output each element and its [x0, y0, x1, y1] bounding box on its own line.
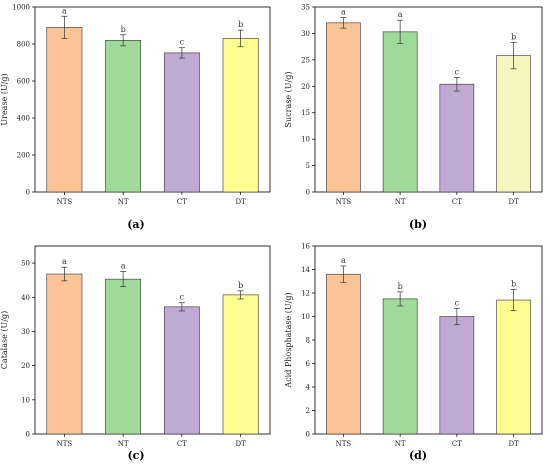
y-tick-label: 30: [301, 30, 310, 38]
y-tick-label: 10: [301, 136, 310, 144]
bar-nt: [382, 298, 418, 435]
panel-label-a: (a): [127, 218, 145, 231]
significance-label: a: [121, 262, 126, 271]
bar-dt: [496, 299, 531, 435]
significance-label: a: [398, 10, 403, 19]
significance-label: c: [455, 298, 460, 307]
y-tick-label: 12: [301, 290, 310, 298]
bar-dt: [222, 294, 259, 435]
significance-label: b: [511, 279, 516, 288]
significance-label: b: [238, 20, 243, 29]
panel-label-b: (b): [408, 218, 428, 231]
y-tick-label: 400: [17, 115, 30, 123]
x-tick-label: CT: [177, 198, 187, 206]
x-tick-label: NT: [395, 198, 406, 206]
y-tick-label: 8: [306, 337, 310, 345]
y-tick-label: 5: [306, 162, 310, 170]
x-tick-label: NTS: [336, 440, 352, 448]
y-axis-label: Acid Phosphatase (U/g): [284, 292, 293, 388]
y-tick-label: 20: [21, 362, 30, 370]
bar-nts: [46, 27, 83, 193]
x-tick-label: DT: [235, 440, 246, 448]
y-tick-label: 14: [301, 266, 310, 274]
y-tick-label: 15: [301, 109, 310, 117]
bar-ct: [163, 52, 200, 193]
x-tick-label: NT: [395, 440, 406, 448]
significance-label: a: [341, 8, 346, 17]
y-axis-label: Urease (U/g): [0, 73, 9, 125]
x-tick-label: DT: [508, 198, 519, 206]
bar-ct: [163, 306, 200, 435]
x-tick-label: CT: [452, 440, 462, 448]
y-tick-label: 4: [306, 384, 311, 392]
y-tick-label: 6: [306, 360, 311, 368]
y-tick-label: 0: [306, 189, 310, 197]
x-tick-label: DT: [508, 440, 519, 448]
x-tick-label: NTS: [336, 198, 352, 206]
y-axis-label: Sucrase (U/g): [284, 72, 293, 128]
y-tick-label: 50: [21, 260, 30, 268]
significance-label: b: [238, 281, 243, 290]
x-tick-label: DT: [235, 198, 246, 206]
chart-panel-4: 0 2 4 6 8 10 12 14 16 Acid Phosphatase (U/g) a NTS b…: [284, 243, 543, 448]
chart-panel-2: 0 5 10 15 20 25 30 35 Sucrase (U/g) a NTS a NT c CT b DT: [284, 4, 543, 206]
x-tick-label: NT: [118, 198, 129, 206]
significance-label: a: [62, 257, 67, 266]
y-tick-label: 10: [21, 396, 30, 404]
plot-frame: [314, 6, 543, 193]
y-tick-label: 0: [26, 431, 30, 439]
panel-label-d: (d): [408, 449, 428, 462]
y-tick-label: 25: [301, 56, 310, 64]
x-tick-label: CT: [452, 198, 462, 206]
chart-panel-3: 0 10 20 30 40 50 Catalase (U/g) a NTS a NT c CT b DT: [0, 245, 271, 448]
significance-label: a: [62, 6, 67, 15]
significance-label: c: [455, 67, 460, 76]
bar-nts: [326, 22, 361, 193]
significance-label: c: [180, 38, 185, 47]
x-tick-label: NTS: [57, 440, 73, 448]
y-tick-label: 20: [301, 83, 310, 91]
y-tick-label: 200: [17, 152, 30, 160]
y-tick-label: 35: [301, 4, 310, 12]
significance-label: a: [341, 256, 346, 265]
plot-frame: [34, 245, 271, 435]
x-tick-label: CT: [177, 440, 187, 448]
y-axis-label: Catalase (U/g): [0, 311, 9, 369]
significance-label: b: [398, 282, 403, 291]
plot-frame: [34, 6, 271, 193]
bar-nt: [105, 39, 142, 193]
bar-dt: [222, 38, 259, 193]
panel-label-c: (c): [127, 449, 145, 462]
y-tick-label: 16: [301, 243, 310, 251]
y-tick-label: 30: [21, 328, 30, 336]
bar-nts: [46, 273, 83, 435]
significance-label: b: [121, 25, 126, 34]
significance-label: c: [180, 293, 185, 302]
bar-ct: [439, 83, 475, 193]
significance-label: b: [511, 32, 516, 41]
bar-ct: [439, 316, 475, 435]
chart-panel-1: 0 200 400 600 800 1000 Urease (U/g) a NTS b NT c CT b…: [0, 4, 271, 206]
x-tick-label: NT: [118, 440, 129, 448]
y-tick-label: 800: [17, 41, 30, 49]
bar-nt: [382, 31, 418, 193]
y-tick-label: 10: [301, 313, 310, 321]
y-tick-label: 600: [17, 78, 30, 86]
bar-nts: [326, 273, 361, 435]
x-tick-label: NTS: [57, 198, 73, 206]
y-tick-label: 1000: [12, 4, 30, 12]
y-tick-label: 0: [26, 189, 30, 197]
y-tick-label: 40: [21, 294, 30, 302]
bar-dt: [496, 55, 531, 193]
bar-nt: [105, 278, 142, 435]
y-tick-label: 2: [306, 407, 310, 415]
y-tick-label: 0: [306, 431, 310, 439]
